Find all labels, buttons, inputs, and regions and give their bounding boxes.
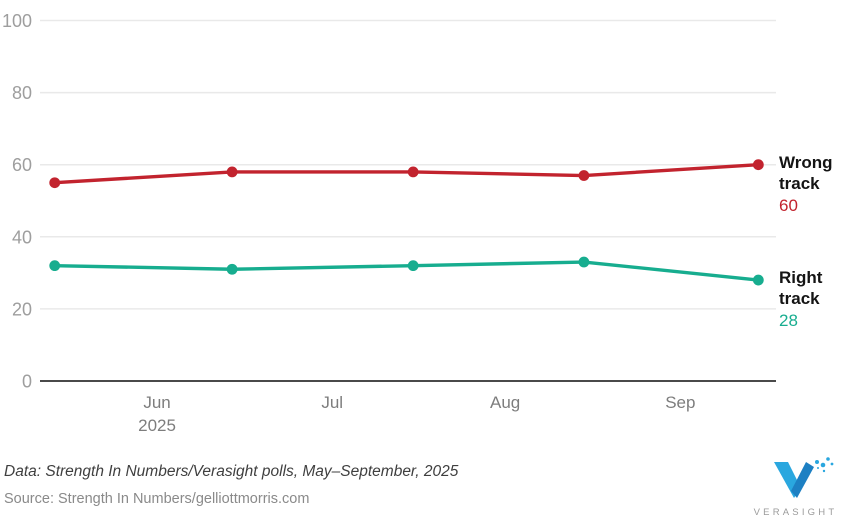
- y-tick-label: 60: [12, 155, 32, 175]
- series-name-wrong-track: Wrong track: [779, 153, 833, 193]
- y-tick-label: 40: [12, 227, 32, 247]
- series-value-right-track: 28: [779, 311, 798, 330]
- series-value-wrong-track: 60: [779, 196, 798, 215]
- y-tick-label: 0: [22, 372, 32, 392]
- data-point-right-track: [407, 260, 419, 272]
- line-chart: 0 20 40 60 80 100 Jun 2025 Jul Aug Sep: [2, 11, 776, 435]
- data-note: Data: Strength In Numbers/Verasight poll…: [4, 463, 459, 480]
- series-line-wrong-track: [53, 162, 761, 185]
- data-point-wrong-track: [49, 177, 61, 189]
- series-name-right-track: Right track: [779, 268, 823, 308]
- data-point-wrong-track: [752, 159, 764, 171]
- series-label-wrong-track: Wrong track 60: [779, 152, 845, 216]
- series-label-right-track: Right track 28: [779, 267, 845, 331]
- x-tick-label: Jun: [143, 393, 170, 412]
- y-tick-label: 80: [12, 83, 32, 103]
- data-point-wrong-track: [226, 166, 238, 178]
- data-point-wrong-track: [578, 170, 590, 181]
- y-tick-label: 100: [2, 11, 32, 31]
- verasight-v-icon: [774, 457, 834, 498]
- verasight-wordmark: VERASIGHT: [753, 507, 838, 518]
- x-tick-label: Aug: [490, 393, 520, 412]
- data-point-wrong-track: [407, 166, 419, 178]
- verasight-logo: VERASIGHT: [744, 455, 844, 518]
- data-point-right-track: [226, 263, 238, 275]
- data-point-right-track: [578, 256, 590, 268]
- x-tick-label: Sep: [665, 393, 695, 412]
- series-line-right-track: [53, 260, 761, 282]
- x-tick-year-label: 2025: [138, 416, 176, 435]
- y-tick-label: 20: [12, 299, 32, 319]
- source-credit: Source: Strength In Numbers/gelliottmorr…: [4, 491, 310, 507]
- data-point-right-track: [752, 274, 764, 286]
- x-tick-label: Jul: [321, 393, 343, 412]
- data-point-right-track: [49, 260, 61, 272]
